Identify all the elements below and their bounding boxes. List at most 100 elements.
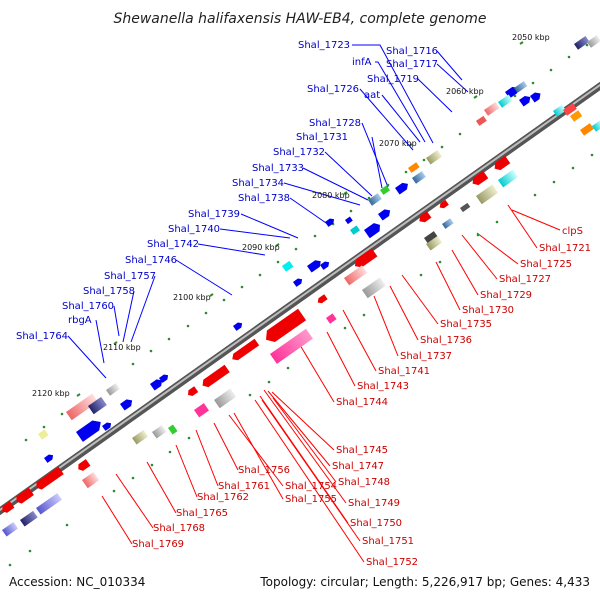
gene-label[interactable]: Shal_1752 <box>366 557 418 568</box>
gene-label[interactable]: Shal_1728 <box>309 118 361 129</box>
genome-backbone <box>0 81 600 516</box>
reverse-genes <box>2 120 600 513</box>
tick-label: 2070 kbp <box>379 139 417 148</box>
gene-label[interactable]: Shal_1739 <box>188 209 240 220</box>
gene-feature-forward <box>325 218 335 227</box>
gene-feature-forward <box>563 103 577 116</box>
gene-feature-reverse <box>132 429 149 445</box>
gene-label[interactable]: Shal_1729 <box>480 290 532 301</box>
gene-feature-reverse <box>188 386 199 397</box>
gene-feature-forward <box>368 193 382 206</box>
gene-label[interactable]: Shal_1742 <box>147 239 199 250</box>
gene-label[interactable]: Shal_1760 <box>62 301 114 312</box>
tick-dots <box>8 43 594 567</box>
gene-feature-forward <box>350 225 360 235</box>
gene-label[interactable]: Shal_1721 <box>539 243 591 254</box>
gene-feature-forward <box>2 521 19 537</box>
gene-feature-forward <box>76 420 101 442</box>
gene-label[interactable]: Shal_1751 <box>362 536 414 547</box>
gene-label[interactable]: Shal_1723 <box>298 40 350 51</box>
gene-label[interactable]: Shal_1735 <box>440 319 492 330</box>
gene-feature-reverse <box>362 277 386 299</box>
gene-feature-reverse <box>419 211 432 223</box>
gene-feature-forward <box>233 322 243 331</box>
gene-label[interactable]: Shal_1717 <box>386 59 438 70</box>
gene-feature-forward <box>408 162 420 173</box>
gene-feature-forward <box>587 35 600 48</box>
gene-label[interactable]: Shal_1741 <box>378 366 430 377</box>
gene-label[interactable]: Shal_1734 <box>232 178 284 189</box>
gene-feature-reverse <box>194 403 209 418</box>
gene-label[interactable]: Shal_1744 <box>336 397 388 408</box>
gene-feature-reverse <box>152 425 167 439</box>
lower-leader-lines <box>101 204 561 563</box>
gene-label[interactable]: Shal_1725 <box>520 259 572 270</box>
gene-label[interactable]: Shal_1747 <box>332 461 384 472</box>
gene-label[interactable]: Shal_1731 <box>296 132 348 143</box>
gene-label[interactable]: Shal_1730 <box>462 305 514 316</box>
gene-label[interactable]: rbgA <box>68 315 92 326</box>
gene-feature-reverse <box>2 501 15 513</box>
tick-label: 2120 kbp <box>32 389 70 398</box>
gene-label[interactable]: Shal_1761 <box>218 481 270 492</box>
gene-label[interactable]: Shal_1762 <box>197 492 249 503</box>
gene-feature-reverse <box>354 248 378 268</box>
gene-label[interactable]: Shal_1757 <box>104 271 156 282</box>
gene-label[interactable]: Shal_1726 <box>307 84 359 95</box>
gene-label[interactable]: Shal_1765 <box>176 508 228 519</box>
gene-feature-forward <box>320 261 330 270</box>
gene-feature-forward <box>20 510 38 527</box>
gene-label[interactable]: clpS <box>562 226 583 237</box>
gene-feature-reverse <box>326 313 337 324</box>
gene-label[interactable]: Shal_1750 <box>350 518 402 529</box>
gene-label[interactable]: Shal_1746 <box>125 255 177 266</box>
gene-label[interactable]: Shal_1745 <box>336 445 388 456</box>
gene-label[interactable]: infA <box>352 57 372 68</box>
gene-label[interactable]: Shal_1748 <box>338 477 390 488</box>
gene-feature-reverse <box>232 338 260 361</box>
gene-feature-reverse <box>424 231 438 244</box>
gene-label[interactable]: Shal_1749 <box>348 498 400 509</box>
gene-feature-forward <box>378 209 391 221</box>
lower-gene-labels: clpS Shal_1721 Shal_1725 Shal_1727 Shal_… <box>132 226 591 568</box>
gene-label[interactable]: Shal_1740 <box>168 224 220 235</box>
tick-label: 2060 kbp <box>446 87 484 96</box>
gene-label[interactable]: Shal_1733 <box>252 163 304 174</box>
gene-label[interactable]: Shal_1732 <box>273 147 325 158</box>
gene-feature-reverse <box>270 328 313 364</box>
gene-label[interactable]: Shal_1736 <box>420 335 472 346</box>
gene-feature-reverse <box>266 308 307 343</box>
gene-feature-reverse <box>36 466 64 490</box>
gene-feature-forward <box>102 422 112 431</box>
gene-label[interactable]: Shal_1769 <box>132 539 184 550</box>
gene-feature-forward <box>498 94 513 108</box>
gene-label[interactable]: Shal_1743 <box>357 381 409 392</box>
gene-label[interactable]: Shal_1716 <box>386 46 438 57</box>
gene-feature-reverse <box>202 364 230 388</box>
gene-label[interactable]: Shal_1727 <box>499 274 551 285</box>
gene-label[interactable]: Shal_1738 <box>238 193 290 204</box>
gene-label[interactable]: Shal_1719 <box>367 74 419 85</box>
topology-summary: Topology: circular; Length: 5,226,917 bp… <box>259 575 590 589</box>
gene-feature-forward <box>38 429 49 440</box>
gene-label[interactable]: Shal_1758 <box>83 286 135 297</box>
forward-genes <box>2 35 600 537</box>
gene-label[interactable]: Shal_1755 <box>285 494 337 505</box>
gene-feature-reverse <box>592 120 600 132</box>
tick-labels: 2050 kbp 2060 kbp 2070 kbp 2080 kbp 2090… <box>32 33 550 398</box>
gene-feature-forward <box>412 171 426 184</box>
gene-label[interactable]: Shal_1754 <box>285 481 337 492</box>
gene-label[interactable]: Shal_1737 <box>400 351 452 362</box>
gene-label[interactable]: aat <box>364 90 380 101</box>
gene-feature-reverse <box>78 459 91 471</box>
tick-label: 2080 kbp <box>312 191 350 200</box>
tick-label: 2110 kbp <box>103 343 141 352</box>
gene-feature-forward <box>150 379 163 391</box>
gene-feature-reverse <box>580 123 594 136</box>
gene-feature-reverse <box>472 170 489 186</box>
gene-label[interactable]: Shal_1768 <box>153 523 205 534</box>
gene-feature-reverse <box>16 487 34 504</box>
gene-feature-forward <box>66 393 98 421</box>
gene-label[interactable]: Shal_1764 <box>16 331 68 342</box>
gene-label[interactable]: Shal_1756 <box>238 465 290 476</box>
